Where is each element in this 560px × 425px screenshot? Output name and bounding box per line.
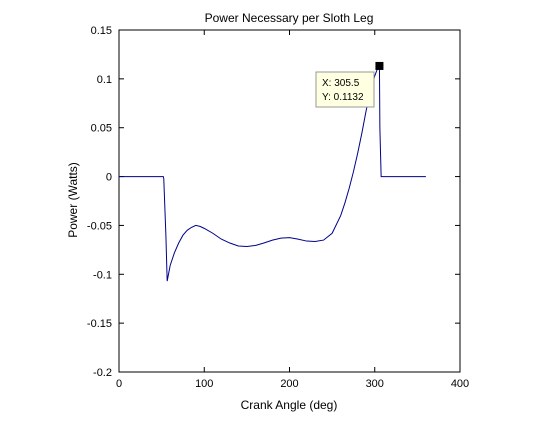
chart-title: Power Necessary per Sloth Leg [205,11,374,25]
y-tick-label: -0.1 [93,269,112,281]
x-axis-ticks: 0 100 200 300 400 [116,30,469,390]
y-tick-label: 0.15 [91,25,112,37]
data-tip-box [315,71,375,108]
y-tick-label: -0.15 [87,318,112,330]
x-tick-label: 400 [451,378,469,390]
y-tick-label: 0 [106,172,112,184]
y-tick-label: -0.05 [87,220,112,232]
x-tick-label: 0 [116,378,122,390]
data-tip[interactable]: X: 305.5 Y: 0.1132 [315,61,384,108]
y-tick-label: 0.1 [97,74,112,86]
x-axis-label: Crank Angle (deg) [241,398,338,412]
x-tick-label: 100 [195,378,213,390]
y-tick-label: 0.05 [91,123,112,135]
data-tip-x: X: 305.5 [322,78,360,89]
y-tick-label: -0.2 [93,367,112,379]
axes-box [118,29,461,373]
data-tip-marker[interactable] [375,61,384,70]
y-axis-ticks: -0.2 -0.15 -0.1 -0.05 0 0.05 0.1 0.15 [87,25,460,379]
y-axis-label: Power (Watts) [66,162,80,238]
x-tick-label: 300 [366,378,384,390]
data-tip-y: Y: 0.1132 [322,92,364,103]
plot-area: 0 100 200 300 400 -0.2 -0.15 -0.1 -0.05 0 0.05 0.1… [87,25,469,390]
x-tick-label: 200 [280,378,298,390]
